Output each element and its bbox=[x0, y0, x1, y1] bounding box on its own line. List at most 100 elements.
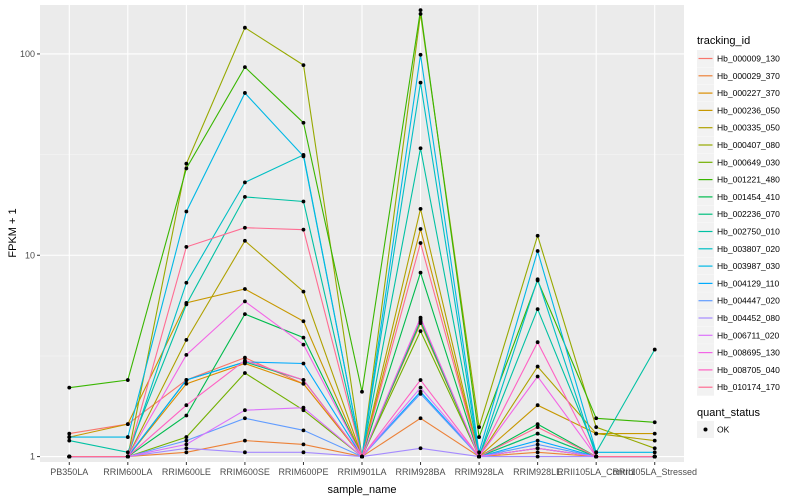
legend-label: Hb_000029_370 bbox=[717, 71, 780, 81]
x-tick-label: RRIM928BA bbox=[396, 467, 446, 477]
data-point bbox=[67, 435, 72, 439]
data-point bbox=[243, 450, 247, 455]
x-tick-label: RRII105LA_Stressed bbox=[612, 467, 697, 477]
x-tick-label: RRIM901LA bbox=[337, 467, 386, 477]
legend-label: Hb_002236_070 bbox=[717, 209, 780, 219]
data-point bbox=[418, 52, 423, 57]
data-point bbox=[535, 307, 540, 312]
data-point bbox=[594, 425, 599, 430]
data-point bbox=[535, 374, 540, 379]
legend-label: Hb_000236_050 bbox=[717, 105, 780, 115]
data-point bbox=[535, 425, 540, 430]
legend-item: Hb_001221_480 bbox=[697, 171, 780, 189]
data-point bbox=[535, 364, 540, 369]
data-point bbox=[418, 227, 423, 231]
data-point bbox=[125, 450, 130, 455]
legend-label: Hb_006711_020 bbox=[717, 330, 780, 340]
legend-label: Hb_000649_030 bbox=[717, 157, 780, 167]
data-point bbox=[67, 438, 72, 443]
data-point bbox=[535, 438, 540, 443]
data-point bbox=[243, 287, 247, 291]
data-point bbox=[301, 154, 306, 159]
data-point bbox=[125, 378, 130, 382]
legend-item: Hb_004452_080 bbox=[697, 309, 780, 327]
data-point bbox=[243, 312, 247, 317]
data-point bbox=[301, 335, 306, 340]
data-point bbox=[535, 450, 540, 455]
legend: tracking_id Hb_000009_130Hb_000029_370Hb… bbox=[697, 35, 780, 438]
data-point bbox=[301, 199, 306, 204]
legend-item: Hb_006711_020 bbox=[697, 326, 780, 344]
data-point bbox=[301, 63, 306, 68]
data-point bbox=[184, 337, 189, 342]
data-point bbox=[243, 194, 247, 199]
data-point bbox=[243, 225, 247, 230]
x-tick-label: RRII105LA_Control bbox=[557, 467, 635, 477]
data-point bbox=[360, 389, 364, 394]
data-point bbox=[243, 358, 247, 363]
data-point bbox=[184, 280, 189, 285]
legend-label: Hb_003987_030 bbox=[717, 261, 780, 271]
data-point bbox=[301, 378, 306, 382]
legend-label: Hb_008705_040 bbox=[717, 365, 780, 375]
data-point bbox=[67, 431, 72, 436]
data-point bbox=[301, 227, 306, 232]
data-point bbox=[184, 166, 189, 171]
data-point bbox=[301, 289, 306, 294]
data-point bbox=[418, 80, 423, 85]
data-point bbox=[418, 391, 423, 396]
data-point bbox=[301, 381, 306, 386]
legend-item: Hb_010174_170 bbox=[697, 378, 780, 396]
legend-label: Hb_004447_020 bbox=[717, 296, 780, 306]
data-point bbox=[652, 454, 657, 459]
data-point bbox=[418, 146, 423, 151]
data-point bbox=[184, 435, 189, 439]
data-point bbox=[184, 450, 189, 455]
data-point bbox=[535, 249, 540, 253]
data-point bbox=[243, 408, 247, 413]
legend-item: Hb_000009_130 bbox=[697, 50, 780, 67]
x-tick-label: RRIM600LE bbox=[162, 467, 211, 477]
data-point bbox=[243, 238, 247, 243]
data-point bbox=[535, 340, 540, 345]
data-point bbox=[594, 450, 599, 455]
x-tick-label: RRIM928LA bbox=[455, 467, 504, 477]
y-tick-label: 100 bbox=[20, 49, 35, 59]
legend-status-item: OK bbox=[697, 421, 730, 438]
legend-label: Hb_003807_020 bbox=[717, 244, 780, 254]
legend-label: Hb_001454_410 bbox=[717, 192, 780, 202]
data-point bbox=[477, 450, 481, 455]
legend-status-point bbox=[703, 427, 708, 432]
data-point bbox=[301, 450, 306, 455]
data-point bbox=[184, 209, 189, 214]
y-tick-label: 1 bbox=[30, 452, 35, 462]
legend-label: Hb_004452_080 bbox=[717, 313, 780, 323]
data-point bbox=[418, 385, 423, 390]
data-point bbox=[184, 352, 189, 357]
data-point bbox=[477, 435, 481, 439]
data-point bbox=[535, 233, 540, 238]
y-axis: 1 10 100 bbox=[20, 49, 40, 462]
legend-status-label: OK bbox=[717, 425, 730, 435]
data-point bbox=[184, 378, 189, 382]
legend-label: Hb_010174_170 bbox=[717, 382, 780, 392]
data-point bbox=[418, 446, 423, 451]
legend-item: Hb_000227_370 bbox=[697, 84, 780, 102]
legend-item: Hb_002750_010 bbox=[697, 223, 780, 240]
legend-item: Hb_008705_040 bbox=[697, 361, 780, 379]
data-point bbox=[477, 454, 481, 459]
legend-label: Hb_001221_480 bbox=[717, 175, 780, 185]
data-point bbox=[418, 416, 423, 421]
data-point bbox=[535, 431, 540, 436]
legend-label: Hb_004129_110 bbox=[717, 278, 780, 288]
data-point bbox=[184, 438, 189, 443]
y-axis-title: FPKM + 1 bbox=[7, 208, 19, 257]
x-tick-label: RRIM928LE bbox=[513, 467, 562, 477]
data-point bbox=[184, 413, 189, 418]
data-point bbox=[184, 302, 189, 307]
data-point bbox=[594, 416, 599, 421]
data-point bbox=[652, 420, 657, 425]
data-point bbox=[243, 25, 247, 30]
legend-item: Hb_008695_130 bbox=[697, 344, 780, 362]
